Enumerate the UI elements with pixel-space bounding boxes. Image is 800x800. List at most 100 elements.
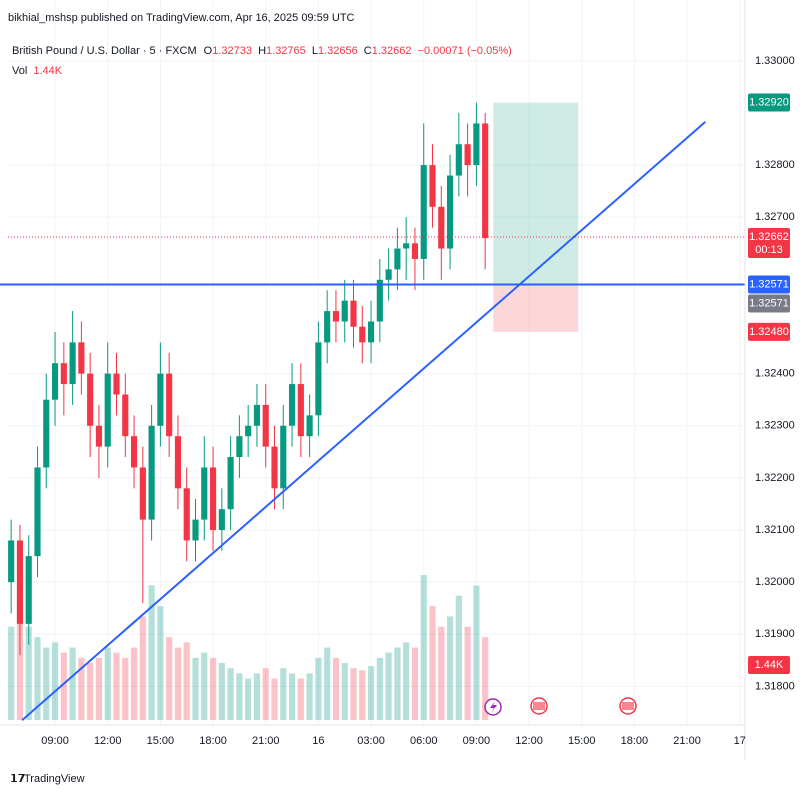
candle-body <box>473 123 480 166</box>
volume-bar <box>411 647 419 720</box>
volume-bar <box>69 647 76 720</box>
candle-body <box>376 279 383 322</box>
volume-bar <box>385 652 392 720</box>
change-pct: (−0.05%) <box>467 45 512 57</box>
volume-bar <box>34 637 41 720</box>
position-layer <box>493 102 579 332</box>
y-tick-label: 1.32800 <box>755 159 795 171</box>
x-tick-label: 18:00 <box>199 735 227 747</box>
x-tick-label: 12:00 <box>94 735 122 747</box>
candle-body <box>113 373 120 395</box>
x-tick-label: 09:00 <box>41 735 69 747</box>
volume-bar <box>78 657 85 720</box>
target-price-tag-box <box>748 93 790 112</box>
candle-body <box>332 311 340 322</box>
volume-bar <box>51 642 59 720</box>
candle-body <box>227 457 234 510</box>
line-price-tag-box <box>748 275 790 294</box>
volume-bar <box>183 642 190 720</box>
o-label: O <box>204 45 213 57</box>
volume-bar <box>104 647 111 720</box>
volume-bar <box>157 606 164 720</box>
y-tick-label: 1.31800 <box>755 680 795 692</box>
candle-body <box>201 467 208 520</box>
volume-bar <box>113 652 120 720</box>
candle-body <box>367 321 375 343</box>
x-tick-label: 21:00 <box>673 735 701 747</box>
volume-bar <box>245 678 252 720</box>
current-price-tag-box <box>748 228 790 259</box>
volume-bar <box>122 657 129 720</box>
y-tick-label: 1.32200 <box>755 472 795 484</box>
volume-bar <box>130 647 138 720</box>
x-tick-label: 12:00 <box>515 735 543 747</box>
trend-line <box>21 121 706 722</box>
candle-body <box>148 425 155 520</box>
volume-bar <box>332 657 340 720</box>
candle-body <box>253 404 261 426</box>
volume-bar <box>280 668 287 720</box>
candle-body <box>394 248 401 270</box>
volume-bar <box>306 673 313 720</box>
candle-body <box>51 363 59 400</box>
candle-body <box>8 540 15 583</box>
position-target-zone <box>493 102 579 285</box>
candle-body <box>288 384 296 426</box>
candle-body <box>245 425 252 437</box>
flag-shape <box>533 702 545 710</box>
x-tick-label: 18:00 <box>621 735 649 747</box>
stop-price-tag: 1.32480 <box>749 326 789 338</box>
position-stop-zone <box>493 284 579 332</box>
candle-body <box>482 123 489 239</box>
volume-bar <box>455 595 462 720</box>
volume-bar <box>16 595 24 720</box>
volume-title: Vol <box>12 65 27 77</box>
candle-body <box>315 342 322 416</box>
volume-bar <box>253 673 261 720</box>
candle-body <box>157 373 164 426</box>
volume-bar <box>201 652 208 720</box>
candle-body <box>306 415 313 437</box>
countdown: 00:13 <box>755 244 783 256</box>
volume-bar <box>271 678 278 720</box>
y-tick-label: 1.33000 <box>755 55 795 67</box>
candle-body <box>464 144 471 166</box>
volume-bar <box>341 663 348 720</box>
overlay-layer <box>0 121 745 722</box>
volume-bar <box>473 585 480 720</box>
candle-body <box>438 206 445 249</box>
volume-bar <box>359 670 366 720</box>
candle-body <box>209 467 217 531</box>
open-value: 1.32733 <box>212 45 252 57</box>
candle-body <box>139 467 146 520</box>
volume-bar <box>376 657 383 720</box>
volume-bar <box>446 616 454 720</box>
volume-bar <box>367 666 375 720</box>
candle-body <box>78 342 85 374</box>
volume-bar <box>218 663 225 720</box>
candle-body <box>403 243 410 249</box>
symbol: British Pound / U.S. Dollar · 5 · FXCM <box>12 45 197 57</box>
x-tick-label: 15:00 <box>568 735 596 747</box>
candle-body <box>297 384 304 437</box>
legend: British Pound / U.S. Dollar · 5 · FXCM O… <box>12 45 512 57</box>
volume-bar <box>43 647 50 720</box>
volume-layer <box>8 575 489 720</box>
volume-bar <box>174 647 182 720</box>
candle-layer <box>8 102 489 656</box>
candle-body <box>34 467 41 557</box>
candle-body <box>359 326 366 343</box>
volume-bar <box>25 626 32 720</box>
logo-mark: 𝟭𝟳 <box>10 773 25 785</box>
x-tick-label: 06:00 <box>410 735 438 747</box>
volume-bar <box>394 647 401 720</box>
y-tick-label: 1.31900 <box>755 628 795 640</box>
volume-value: 1.44K <box>33 65 62 77</box>
volume-bar <box>420 575 427 720</box>
event-icon-bolt <box>490 701 497 713</box>
x-tick-label: 21:00 <box>252 735 280 747</box>
volume-bar <box>324 647 331 720</box>
volume-bar <box>482 637 489 720</box>
x-tick-label: 17 <box>734 735 746 747</box>
